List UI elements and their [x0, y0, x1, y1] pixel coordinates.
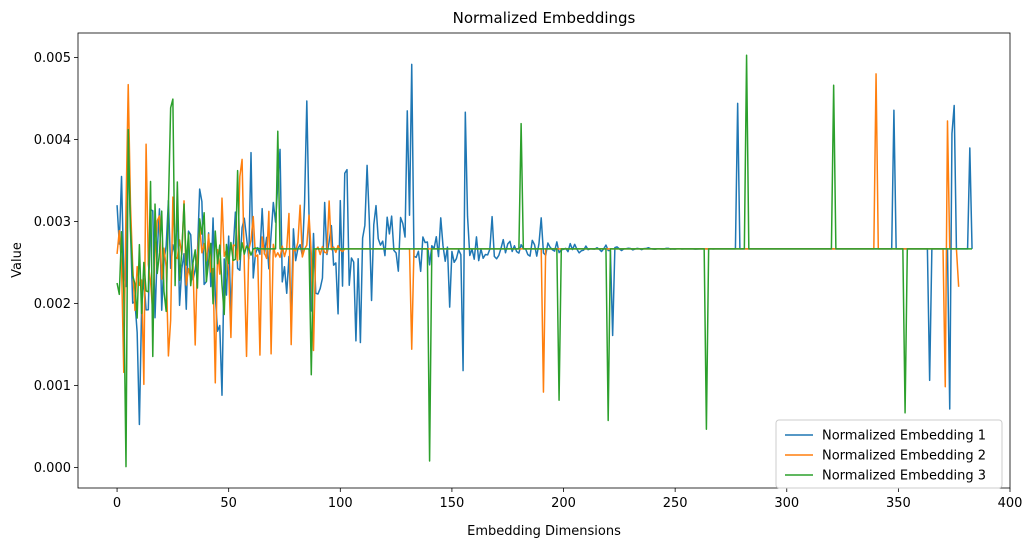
legend-label-1: Normalized Embedding 1 [822, 429, 986, 444]
x-axis: 0 50 100 150 200 250 300 350 400 [113, 488, 1022, 511]
series-line-3 [116, 54, 973, 468]
x-tick-label: 300 [774, 496, 799, 511]
y-axis-label: Value [10, 242, 25, 278]
y-tick-label: 0.005 [34, 51, 71, 66]
legend-label-2: Normalized Embedding 2 [822, 449, 986, 464]
legend-label-3: Normalized Embedding 3 [822, 469, 986, 484]
x-tick-label: 50 [220, 496, 237, 511]
y-tick-label: 0.001 [34, 379, 71, 394]
chart-title: Normalized Embeddings [453, 9, 636, 27]
x-tick-label: 150 [440, 496, 465, 511]
x-axis-label: Embedding Dimensions [467, 524, 621, 539]
x-tick-label: 0 [113, 496, 121, 511]
x-tick-label: 200 [551, 496, 576, 511]
y-tick-label: 0.004 [34, 133, 71, 148]
legend-box [775, 419, 1003, 489]
y-tick-label: 0.003 [34, 215, 71, 230]
y-tick-label: 0.002 [34, 297, 71, 312]
series-layer [116, 54, 973, 468]
y-axis: 0.000 0.001 0.002 0.003 0.004 0.005 [34, 51, 78, 476]
axes-frame [77, 32, 1011, 489]
x-tick-label: 250 [663, 496, 688, 511]
x-tick-label: 400 [998, 496, 1023, 511]
legend: Normalized Embedding 1 Normalized Embeddi… [775, 419, 1003, 489]
x-tick-label: 350 [886, 496, 911, 511]
x-tick-label: 100 [328, 496, 353, 511]
y-tick-label: 0.000 [34, 461, 71, 476]
